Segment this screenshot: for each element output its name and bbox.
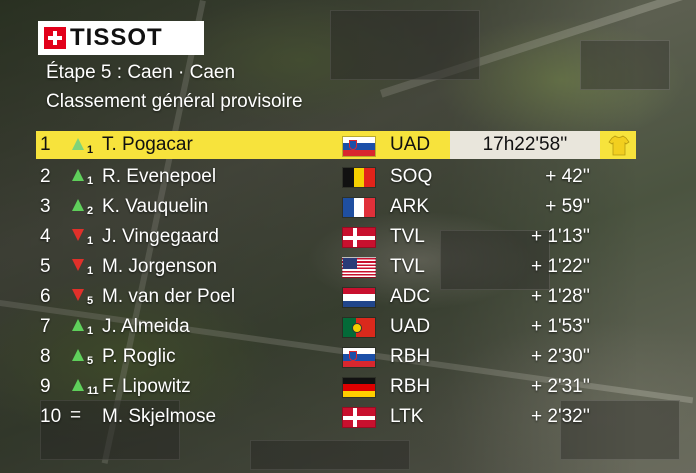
rank: 3 (40, 196, 51, 217)
rank: 4 (40, 226, 51, 247)
equal-icon: = (70, 405, 82, 426)
yellow-jersey-icon (608, 135, 630, 156)
table-row: 6 5 M. van der Poel ADC + 1'28'' (36, 282, 636, 312)
team-code: ARK (390, 196, 430, 217)
rank-change: 1 (87, 265, 94, 277)
time-gap: + 1'28'' (531, 286, 590, 307)
table-row: 2 1 R. Evenepoel SOQ + 42'' (36, 162, 636, 192)
rank: 1 (40, 134, 51, 155)
flag-germany-icon (342, 377, 376, 398)
team-code: LTK (390, 406, 424, 427)
arrow-up-icon (72, 199, 84, 211)
stage-title: Étape 5 : Caen · Caen (46, 62, 236, 83)
arrow-down-icon (72, 289, 84, 301)
time-gap: + 42'' (545, 166, 590, 187)
arrow-up-icon (72, 169, 84, 181)
team-code: SOQ (390, 166, 433, 187)
rank-change: 2 (87, 205, 94, 217)
arrow-up-icon (72, 349, 84, 361)
rider-name: K. Vauquelin (102, 196, 209, 217)
rank: 10 (40, 406, 62, 427)
table-row: 1 1 T. Pogacar UAD 17h22'58'' (36, 131, 636, 159)
rider-name: J. Almeida (102, 316, 190, 337)
rank: 8 (40, 346, 51, 367)
arrow-up-icon (72, 138, 84, 150)
arrow-down-icon (72, 229, 84, 241)
rank-change: 5 (87, 355, 94, 367)
rider-name: M. Skjelmose (102, 406, 217, 427)
team-code: UAD (390, 134, 431, 155)
classification-title: Classement général provisoire (46, 91, 303, 112)
time-gap: + 1'53'' (531, 316, 590, 337)
rider-name: M. van der Poel (102, 286, 236, 307)
rank-change: 1 (87, 144, 94, 156)
rank: 7 (40, 316, 51, 337)
team-code: RBH (390, 376, 431, 397)
arrow-up-icon (72, 379, 84, 391)
rider-name: R. Evenepoel (102, 166, 217, 187)
time-gap: + 1'13'' (531, 226, 590, 247)
rider-name: J. Vingegaard (102, 226, 219, 247)
logo-text: TISSOT (70, 24, 163, 51)
rank-change: 1 (87, 175, 94, 187)
table-row: 9 11 F. Lipowitz RBH + 2'31'' (36, 372, 636, 402)
table-row: 10 = M. Skjelmose LTK + 2'32'' (36, 402, 636, 432)
flag-slovenia-icon (342, 347, 376, 368)
team-code: RBH (390, 346, 431, 367)
team-code: UAD (390, 316, 431, 337)
tissot-logo: TISSOT (38, 21, 204, 55)
rank-change: 1 (87, 325, 94, 337)
time-gap: + 2'31'' (531, 376, 590, 397)
table-row: 3 2 K. Vauquelin ARK + 59'' (36, 192, 636, 222)
flag-slovenia-icon (342, 136, 376, 157)
time-gap: + 2'32'' (531, 406, 590, 427)
table-row: 7 1 J. Almeida UAD + 1'53'' (36, 312, 636, 342)
leader-time: 17h22'58'' (450, 131, 600, 159)
rank: 9 (40, 376, 51, 397)
rank: 5 (40, 256, 51, 277)
arrow-down-icon (72, 259, 84, 271)
flag-netherlands-icon (342, 287, 376, 308)
rank-change: 1 (87, 235, 94, 247)
rider-name: T. Pogacar (102, 134, 193, 155)
flag-denmark-icon (342, 227, 376, 248)
team-code: TVL (390, 226, 425, 247)
flag-portugal-icon (342, 317, 376, 338)
time-gap: + 59'' (545, 196, 590, 217)
overlay-shade (0, 0, 640, 473)
time-gap: + 1'22'' (531, 256, 590, 277)
rider-name: M. Jorgenson (102, 256, 218, 277)
flag-france-icon (342, 197, 376, 218)
table-row: 8 5 P. Roglic RBH + 2'30'' (36, 342, 636, 372)
team-code: ADC (390, 286, 431, 307)
rank-change: 5 (87, 295, 94, 307)
time-gap: + 2'30'' (531, 346, 590, 367)
rider-name: F. Lipowitz (102, 376, 191, 397)
rank: 2 (40, 166, 51, 187)
arrow-up-icon (72, 319, 84, 331)
rank: 6 (40, 286, 51, 307)
flag-usa-icon (342, 257, 376, 278)
table-row: 4 1 J. Vingegaard TVL + 1'13'' (36, 222, 636, 252)
rider-name: P. Roglic (102, 346, 176, 367)
flag-denmark-icon (342, 407, 376, 428)
swiss-cross-icon (44, 27, 66, 49)
standings-table: 1 1 T. Pogacar UAD 17h22'58'' 2 1 R. Eve… (36, 131, 636, 432)
team-code: TVL (390, 256, 425, 277)
table-row: 5 1 M. Jorgenson TVL + 1'22'' (36, 252, 636, 282)
flag-belgium-icon (342, 167, 376, 188)
rank-change: 11 (87, 385, 99, 397)
